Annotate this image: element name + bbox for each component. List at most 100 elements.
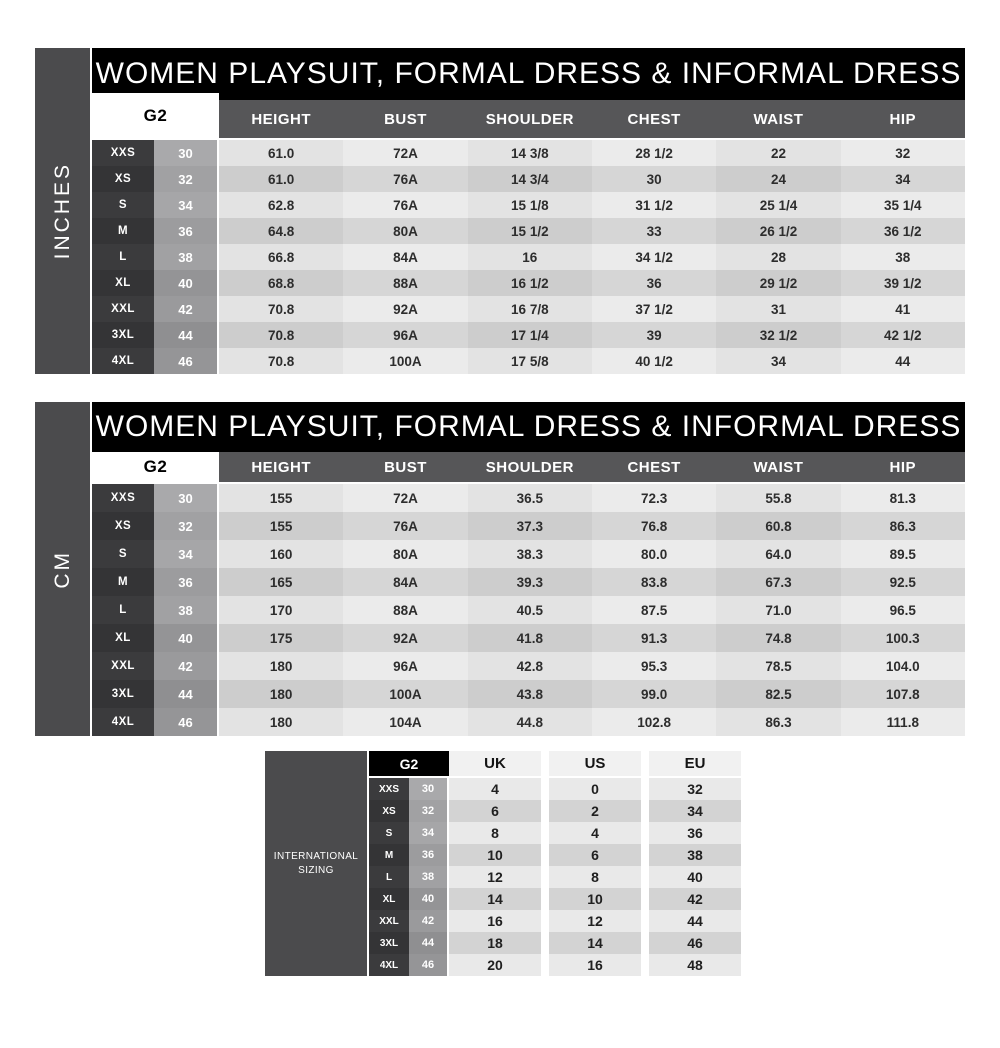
column-header: BUST [384, 110, 427, 128]
size-label-cell: XS [369, 800, 409, 822]
value-cell: 17 5/8 [467, 348, 592, 374]
value-cell: 155 [219, 484, 344, 512]
column-header: US [549, 751, 641, 776]
value-cell: 82.5 [716, 680, 841, 708]
size-label-cell: XL [92, 270, 154, 296]
size-label-cell: 3XL [92, 680, 154, 708]
value-cell: 62.8 [219, 192, 344, 218]
value-cell: 68.8 [219, 270, 344, 296]
table-row: XL 40 68.8 88A 16 1/2 36 29 1/2 39 1/2 [92, 270, 965, 296]
value-cell: 86.3 [840, 512, 965, 540]
table-rows: XXS 30 155 72A 36.5 72.3 55.8 81.3 XS 32 155 76A 37.… [92, 484, 965, 736]
value-cell: 160 [219, 540, 344, 568]
value-cell: 64.8 [219, 218, 344, 244]
g2-number-cell: 46 [154, 348, 219, 374]
table-row: L 38 66.8 84A 16 34 1/2 28 38 [92, 244, 965, 270]
value-cell: 70.8 [219, 296, 344, 322]
g2-number-cell: 46 [409, 954, 449, 976]
column-headers: UK US EU [449, 751, 741, 776]
value-cell: 55.8 [716, 484, 841, 512]
value-cell: 15 1/2 [467, 218, 592, 244]
value-cell: 44 [840, 348, 965, 374]
value-cell: 96.5 [840, 596, 965, 624]
column-header: UK [449, 751, 541, 776]
value-cell: 26 1/2 [716, 218, 841, 244]
value-cell: 34 1/2 [591, 244, 717, 270]
value-cell: 87.5 [591, 596, 717, 624]
size-label-cell: M [92, 218, 154, 244]
size-label-cell: S [92, 540, 154, 568]
table-row: S 34 62.8 76A 15 1/8 31 1/2 25 1/4 35 1/4 [92, 192, 965, 218]
value-cell: 35 1/4 [840, 192, 965, 218]
value-cell: 72.3 [591, 484, 717, 512]
g2-number-cell: 36 [409, 844, 449, 866]
value-cell: 30 [591, 166, 717, 192]
value-cell: 88A [343, 270, 468, 296]
value-cell: 0 [549, 778, 641, 800]
value-cell: 38 [840, 244, 965, 270]
value-cell: 46 [649, 932, 741, 954]
value-cell: 32 1/2 [716, 322, 841, 348]
size-label-cell: XXL [369, 910, 409, 932]
table-row: XXS 30 155 72A 36.5 72.3 55.8 81.3 [92, 484, 965, 512]
value-cell: 16 7/8 [467, 296, 592, 322]
value-cell: 84A [343, 568, 468, 596]
value-cell: 14 3/8 [467, 140, 592, 166]
value-cell: 20 [449, 954, 541, 976]
value-cell: 37 1/2 [591, 296, 717, 322]
value-cell: 42.8 [467, 652, 592, 680]
value-cell: 41.8 [467, 624, 592, 652]
size-label-cell: XS [92, 512, 154, 540]
header-row: G2 UK US EU [369, 751, 741, 776]
value-cell: 16 [549, 954, 641, 976]
table-row: XS 32 155 76A 37.3 76.8 60.8 86.3 [92, 512, 965, 540]
value-cell: 34 [716, 348, 841, 374]
g2-number-cell: 40 [154, 624, 219, 652]
value-cell: 12 [549, 910, 641, 932]
table-title: WOMEN PLAYSUIT, FORMAL DRESS & INFORMAL … [92, 402, 965, 452]
table-row: 4XL 46 180 104A 44.8 102.8 86.3 111.8 [92, 708, 965, 736]
size-label-cell: XXS [369, 778, 409, 800]
size-label-cell: XXS [92, 484, 154, 512]
value-cell: 31 1/2 [591, 192, 717, 218]
value-cell: 37.3 [467, 512, 592, 540]
cm-table-body: WOMEN PLAYSUIT, FORMAL DRESS & INFORMAL … [92, 402, 965, 736]
inches-unit-sidebar: INCHES [35, 48, 92, 374]
column-header: SHOULDER [485, 458, 574, 476]
table-row: XS 32 6 2 34 [369, 800, 741, 822]
value-cell: 40 1/2 [591, 348, 717, 374]
value-cell: 48 [649, 954, 741, 976]
table-row: M 36 10 6 38 [369, 844, 741, 866]
table-row: M 36 165 84A 39.3 83.8 67.3 92.5 [92, 568, 965, 596]
column-header: EU [649, 751, 741, 776]
table-row: 3XL 44 70.8 96A 17 1/4 39 32 1/2 42 1/2 [92, 322, 965, 348]
g2-number-cell: 30 [154, 484, 219, 512]
value-cell: 36 [591, 270, 717, 296]
value-cell: 86.3 [716, 708, 841, 736]
value-cell: 40 [649, 866, 741, 888]
value-cell: 72A [343, 484, 468, 512]
value-cell: 32 [840, 140, 965, 166]
value-cell: 28 [716, 244, 841, 270]
table-row: L 38 12 8 40 [369, 866, 741, 888]
value-cell: 100.3 [840, 624, 965, 652]
size-label-cell: 3XL [92, 322, 154, 348]
header-row: G2 HEIGHT BUST SHOULDER CHEST WAIST HIP [92, 93, 965, 138]
column-headers: HEIGHT BUST SHOULDER CHEST WAIST HIP [219, 452, 965, 482]
value-cell: 4 [549, 822, 641, 844]
size-label-cell: S [92, 192, 154, 218]
table-row: XXL 42 180 96A 42.8 95.3 78.5 104.0 [92, 652, 965, 680]
g2-number-cell: 36 [154, 568, 219, 596]
column-headers: HEIGHT BUST SHOULDER CHEST WAIST HIP [219, 100, 965, 138]
value-cell: 175 [219, 624, 344, 652]
size-label-cell: M [369, 844, 409, 866]
value-cell: 38 [649, 844, 741, 866]
value-cell: 67.3 [716, 568, 841, 596]
value-cell: 32 [649, 778, 741, 800]
header-row: G2 HEIGHT BUST SHOULDER CHEST WAIST HIP [92, 452, 965, 482]
value-cell: 102.8 [591, 708, 717, 736]
value-cell: 165 [219, 568, 344, 596]
value-cell: 107.8 [840, 680, 965, 708]
column-header: HEIGHT [251, 458, 311, 476]
g2-number-cell: 34 [409, 822, 449, 844]
